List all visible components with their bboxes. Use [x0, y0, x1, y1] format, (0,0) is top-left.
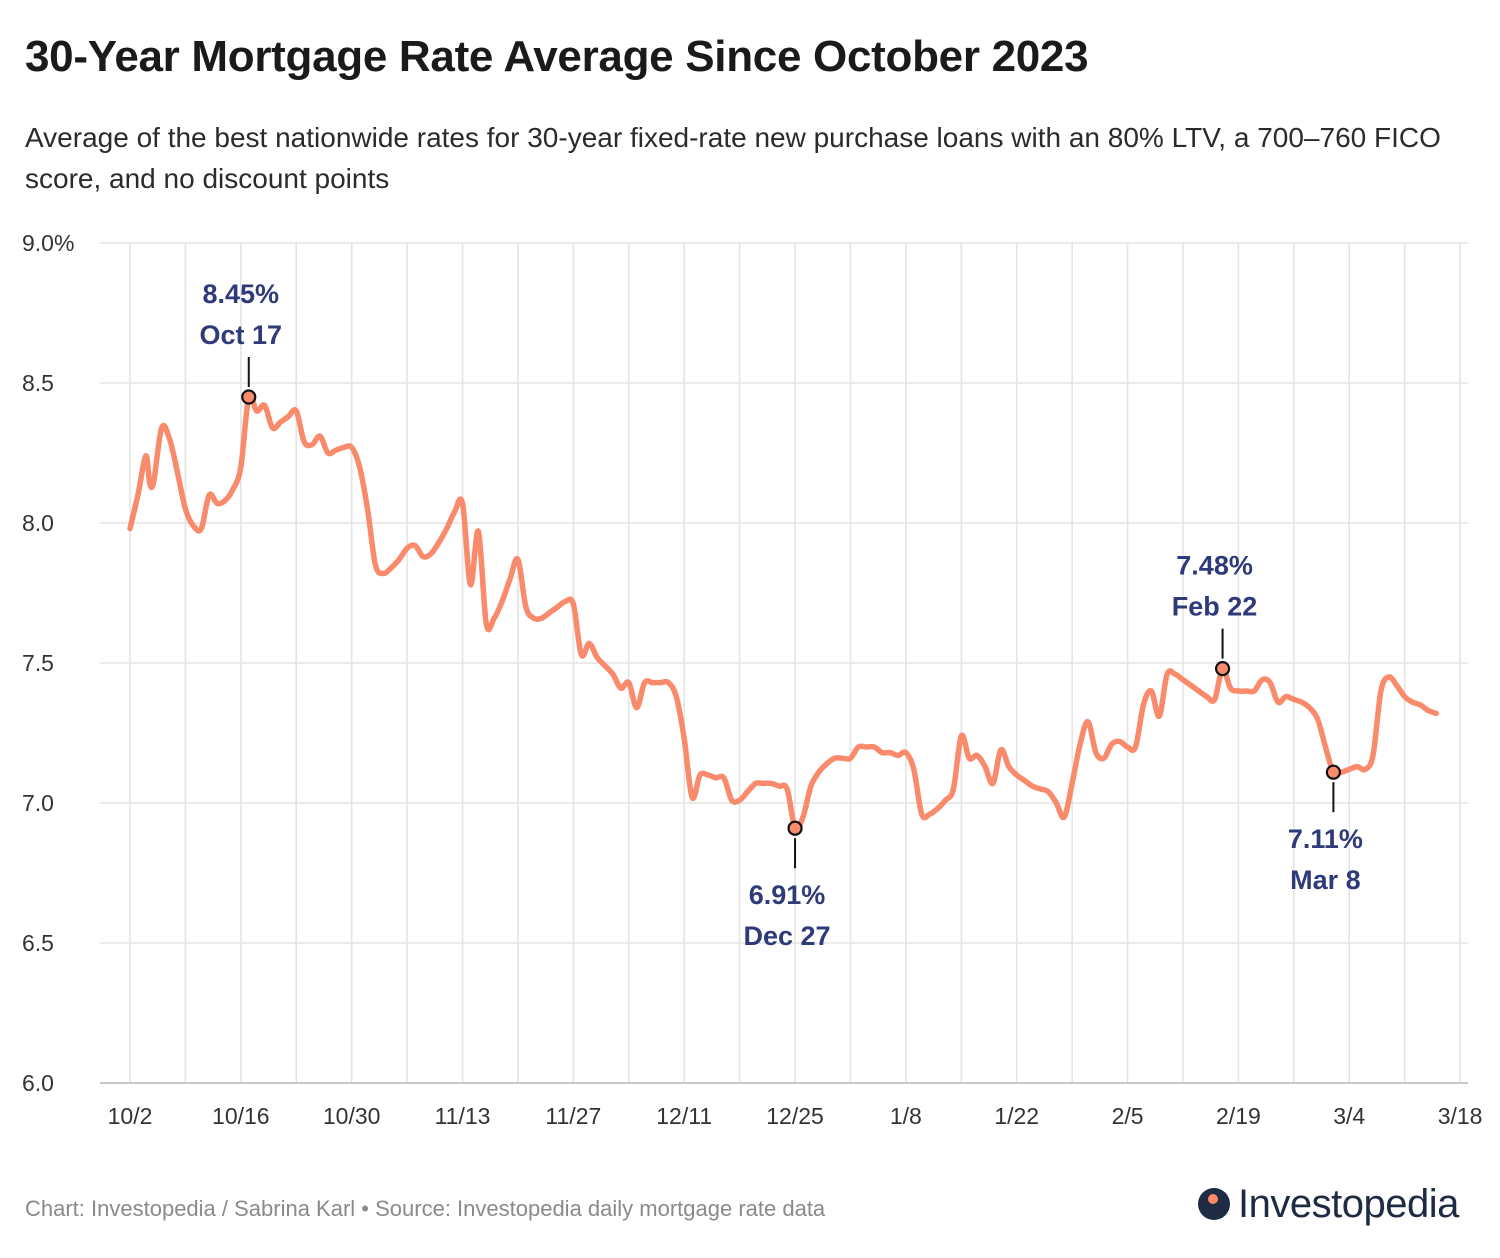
y-tick-label: 6.5 — [22, 930, 54, 956]
annotation-date: Oct 17 — [199, 320, 282, 350]
annotation-value: 7.11% — [1288, 824, 1363, 854]
y-tick-label: 6.0 — [22, 1070, 54, 1096]
x-tick-label: 11/13 — [435, 1103, 491, 1129]
x-tick-label: 1/8 — [890, 1103, 922, 1129]
annotation-marker — [787, 820, 803, 836]
x-tick-label: 10/2 — [108, 1103, 153, 1129]
x-tick-label: 3/18 — [1438, 1103, 1483, 1129]
annotation-layer: 8.45% Oct 17 6.91% Dec 27 7.48% Feb 22 7.11% Ma… — [199, 279, 1362, 951]
annotation-date: Mar 8 — [1290, 865, 1361, 895]
x-tick-label: 1/22 — [994, 1103, 1039, 1129]
annotation-date: Feb 22 — [1172, 592, 1258, 622]
annotation-marker — [1325, 764, 1342, 780]
y-tick-label: 9.0% — [22, 230, 74, 256]
grid-layer — [100, 242, 1468, 1084]
chart-title: 30-Year Mortgage Rate Average Since Octo… — [25, 32, 1089, 81]
logo-wordmark: Investopedia — [1238, 1181, 1459, 1226]
x-tick-label: 10/30 — [323, 1103, 381, 1129]
annotation-value: 6.91% — [749, 880, 826, 910]
x-tick-label: 11/27 — [545, 1103, 601, 1129]
x-tick-label: 10/16 — [212, 1103, 270, 1129]
annotation-value: 8.45% — [202, 279, 279, 309]
y-tick-label: 8.5 — [22, 370, 54, 396]
x-tick-label: 3/4 — [1333, 1103, 1365, 1129]
chart-subtitle: Average of the best nationwide rates for… — [25, 122, 1441, 194]
x-tick-label: 2/5 — [1112, 1103, 1144, 1129]
y-tick-label: 7.0 — [22, 790, 54, 816]
annotation-marker — [241, 389, 257, 405]
annotation-value: 7.48% — [1176, 551, 1253, 581]
source-credit: Chart: Investopedia / Sabrina Karl • Sou… — [25, 1196, 826, 1221]
rate-series-line — [127, 392, 1440, 833]
x-tick-label: 12/25 — [766, 1103, 824, 1129]
investopedia-logo-icon — [1198, 1188, 1230, 1220]
y-tick-label: 7.5 — [22, 650, 54, 676]
series-layer — [127, 392, 1440, 833]
annotation-marker — [1214, 660, 1231, 677]
annotation-date: Dec 27 — [744, 921, 831, 951]
investopedia-logo[interactable]: Investopedia — [1198, 1180, 1459, 1228]
y-tick-label: 8.0 — [22, 510, 54, 536]
x-tick-label: 12/11 — [656, 1103, 712, 1129]
x-tick-label: 2/19 — [1216, 1103, 1261, 1129]
axis-layer: 6.0 6.5 7.0 7.5 8.0 8.5 9.0% 10/2 10/16 10/30 11/1… — [22, 230, 1482, 1129]
